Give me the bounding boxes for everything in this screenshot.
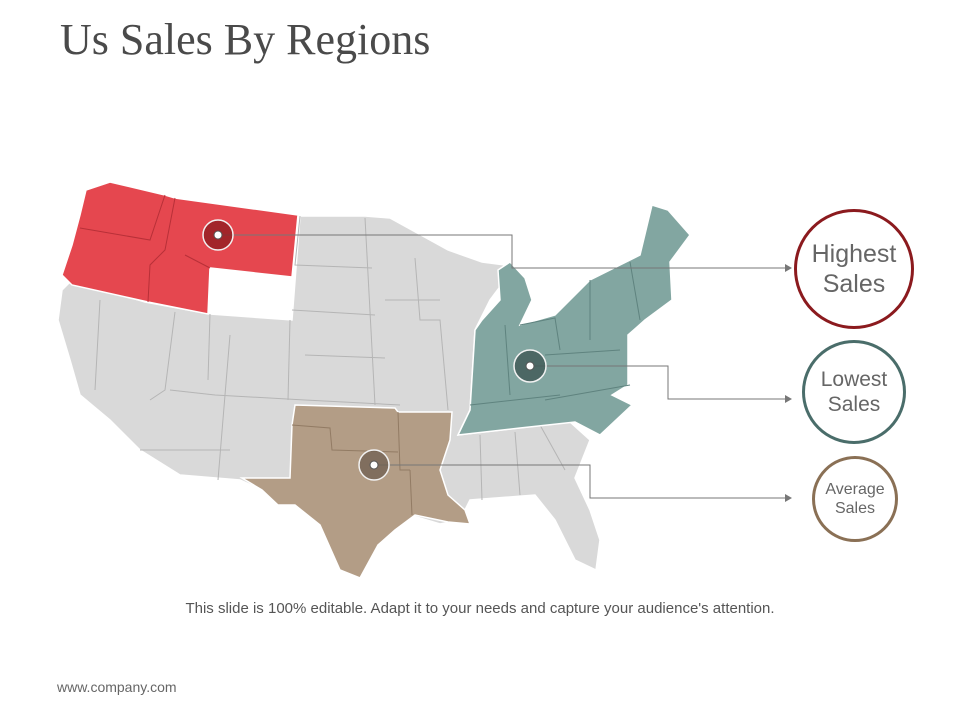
legend-lowest-sales: Lowest Sales: [802, 340, 906, 444]
legend-average-sales: Average Sales: [812, 456, 898, 542]
marker-lowest[interactable]: [513, 349, 547, 383]
footer-url: www.company.com: [57, 679, 177, 695]
legend-lowest-label: Lowest Sales: [820, 367, 888, 416]
region-highest-west[interactable]: [61, 181, 299, 315]
arrow-head-icon: [785, 494, 792, 502]
region-average-south[interactable]: [239, 404, 472, 579]
legend-highest-label: Highest Sales: [811, 240, 897, 298]
arrow-head-icon: [785, 395, 792, 403]
connector-lines: [218, 234, 785, 499]
region-lowest-east[interactable]: [456, 204, 691, 436]
state-borders: [94, 215, 566, 501]
map-base-region: [57, 215, 601, 579]
slide-caption: This slide is 100% editable. Adapt it to…: [185, 600, 775, 617]
marker-average[interactable]: [358, 449, 390, 481]
legend-highest-sales: Highest Sales: [794, 209, 914, 329]
slide-title: Us Sales By Regions: [60, 15, 431, 64]
arrow-head-icon: [785, 264, 792, 272]
legend-average-label: Average Sales: [825, 480, 885, 517]
marker-highest[interactable]: [202, 219, 234, 251]
